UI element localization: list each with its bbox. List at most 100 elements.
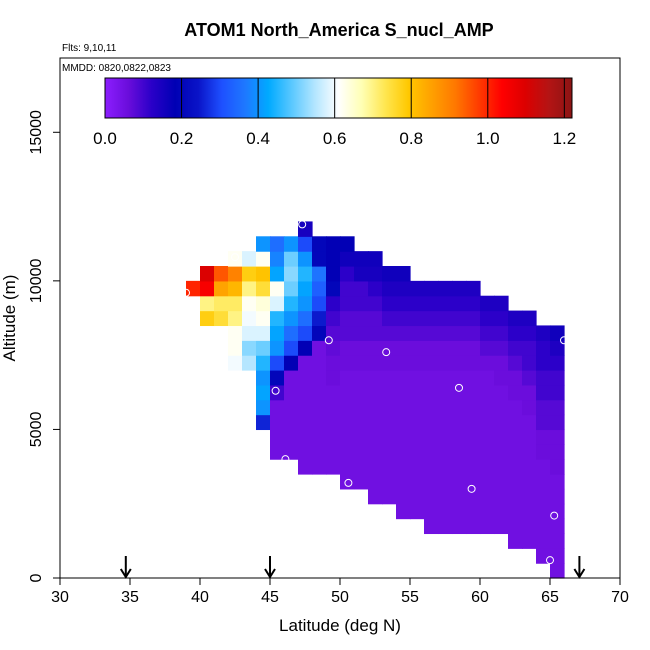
heatmap-cell (424, 414, 439, 431)
heatmap-cell (312, 399, 327, 416)
heatmap-cell (522, 355, 537, 371)
x-tick-label: 35 (121, 589, 139, 606)
heatmap-cell (298, 266, 313, 282)
heatmap-cell (228, 266, 243, 282)
heatmap-cell (214, 295, 229, 312)
heatmap-cell (410, 310, 425, 327)
heatmap-cell (536, 459, 551, 475)
heatmap-cell (396, 310, 411, 327)
x-axis-label: Latitude (deg N) (279, 616, 401, 635)
heatmap-cell (368, 370, 383, 386)
heatmap-cell (368, 280, 383, 297)
heatmap-cell (466, 325, 481, 341)
heatmap-cell (368, 429, 383, 445)
heatmap-cell (494, 370, 509, 386)
colorbar-ticks: 0.0 0.2 0.4 0.6 0.8 1.0 1.2 (93, 78, 576, 148)
heatmap-cell (494, 399, 509, 416)
heatmap-cells (186, 221, 565, 579)
heatmap-cell (522, 533, 537, 549)
heatmap-cell (508, 533, 523, 549)
flight-track-point (324, 336, 333, 345)
heatmap-cell (396, 266, 411, 282)
heatmap-cell (466, 280, 481, 297)
heatmap-cell (494, 444, 509, 460)
heatmap-cell (284, 251, 299, 267)
heatmap-cell (214, 310, 229, 327)
heatmap-cell (550, 340, 565, 356)
heatmap-cell (410, 444, 425, 460)
heatmap-cell (438, 474, 453, 490)
heatmap-cell (424, 474, 439, 490)
heatmap-cell (424, 429, 439, 445)
heatmap-cell (410, 414, 425, 431)
heatmap-cell (452, 399, 467, 416)
heatmap-cell (536, 518, 551, 535)
heatmap-cell (368, 251, 383, 267)
heatmap-cell (368, 340, 383, 356)
flight-track-point (455, 383, 463, 392)
heatmap-cell (424, 518, 439, 535)
heatmap-cell (550, 503, 565, 520)
y-axis: 0 5000 10000 15000 (28, 110, 60, 582)
location-arrows (119, 556, 586, 579)
heatmap-cell (284, 355, 299, 371)
heatmap-cell (452, 280, 467, 297)
heatmap-cell (410, 488, 425, 505)
heatmap-cell (228, 340, 243, 356)
heatmap-cell (508, 488, 523, 505)
heatmap-cell (270, 251, 285, 267)
heatmap-cell (522, 325, 537, 341)
heatmap-cell (536, 399, 551, 416)
heatmap-cell (256, 295, 271, 312)
heatmap-cell (228, 310, 243, 327)
heatmap-cell (200, 266, 215, 282)
dates-note: MMDD: 0820,0822,0823 (62, 63, 171, 74)
heatmap-cell (536, 325, 551, 341)
heatmap-cell (326, 370, 341, 386)
heatmap-cell (522, 518, 537, 535)
heatmap-cell (354, 280, 369, 297)
heatmap-cell (270, 399, 285, 416)
heatmap-cell (256, 325, 271, 341)
heatmap-cell (354, 459, 369, 475)
heatmap-cell (284, 266, 299, 282)
heatmap-cell (340, 295, 355, 312)
heatmap-cell (494, 355, 509, 371)
heatmap-cell (508, 310, 523, 327)
heatmap-cell (368, 310, 383, 327)
heatmap-cell (508, 414, 523, 431)
heatmap-cell (466, 444, 481, 460)
heatmap-cell (536, 444, 551, 460)
heatmap-cell (550, 429, 565, 445)
heatmap-cell (396, 503, 411, 520)
heatmap-cell (410, 503, 425, 520)
heatmap-cell (368, 488, 383, 505)
heatmap-cell (256, 355, 271, 371)
x-tick-label: 40 (191, 589, 209, 606)
heatmap-cell (466, 488, 481, 505)
heatmap-cell (550, 459, 565, 475)
heatmap-cell (508, 325, 523, 341)
heatmap-cell (326, 251, 341, 267)
heatmap-cell (480, 414, 495, 431)
heatmap-cell (256, 414, 271, 431)
heatmap-cell (382, 325, 397, 341)
flight-track-point (546, 556, 554, 565)
heatmap-cell (424, 384, 439, 401)
flight-track-point (560, 336, 568, 345)
heatmap-cell (480, 384, 495, 401)
heatmap-cell (340, 310, 355, 327)
heatmap-cell (550, 384, 565, 401)
heatmap-cell (536, 370, 551, 386)
heatmap-cell (494, 474, 509, 490)
heatmap-cell (494, 459, 509, 475)
heatmap-cell (340, 459, 355, 475)
flight-track-point (344, 478, 353, 487)
heatmap-cell (270, 310, 285, 327)
heatmap-cell (536, 474, 551, 490)
heatmap-cell (242, 340, 257, 356)
colorbar-gradient (104, 77, 573, 119)
flight-track-points (182, 220, 568, 565)
heatmap-cell (424, 355, 439, 371)
